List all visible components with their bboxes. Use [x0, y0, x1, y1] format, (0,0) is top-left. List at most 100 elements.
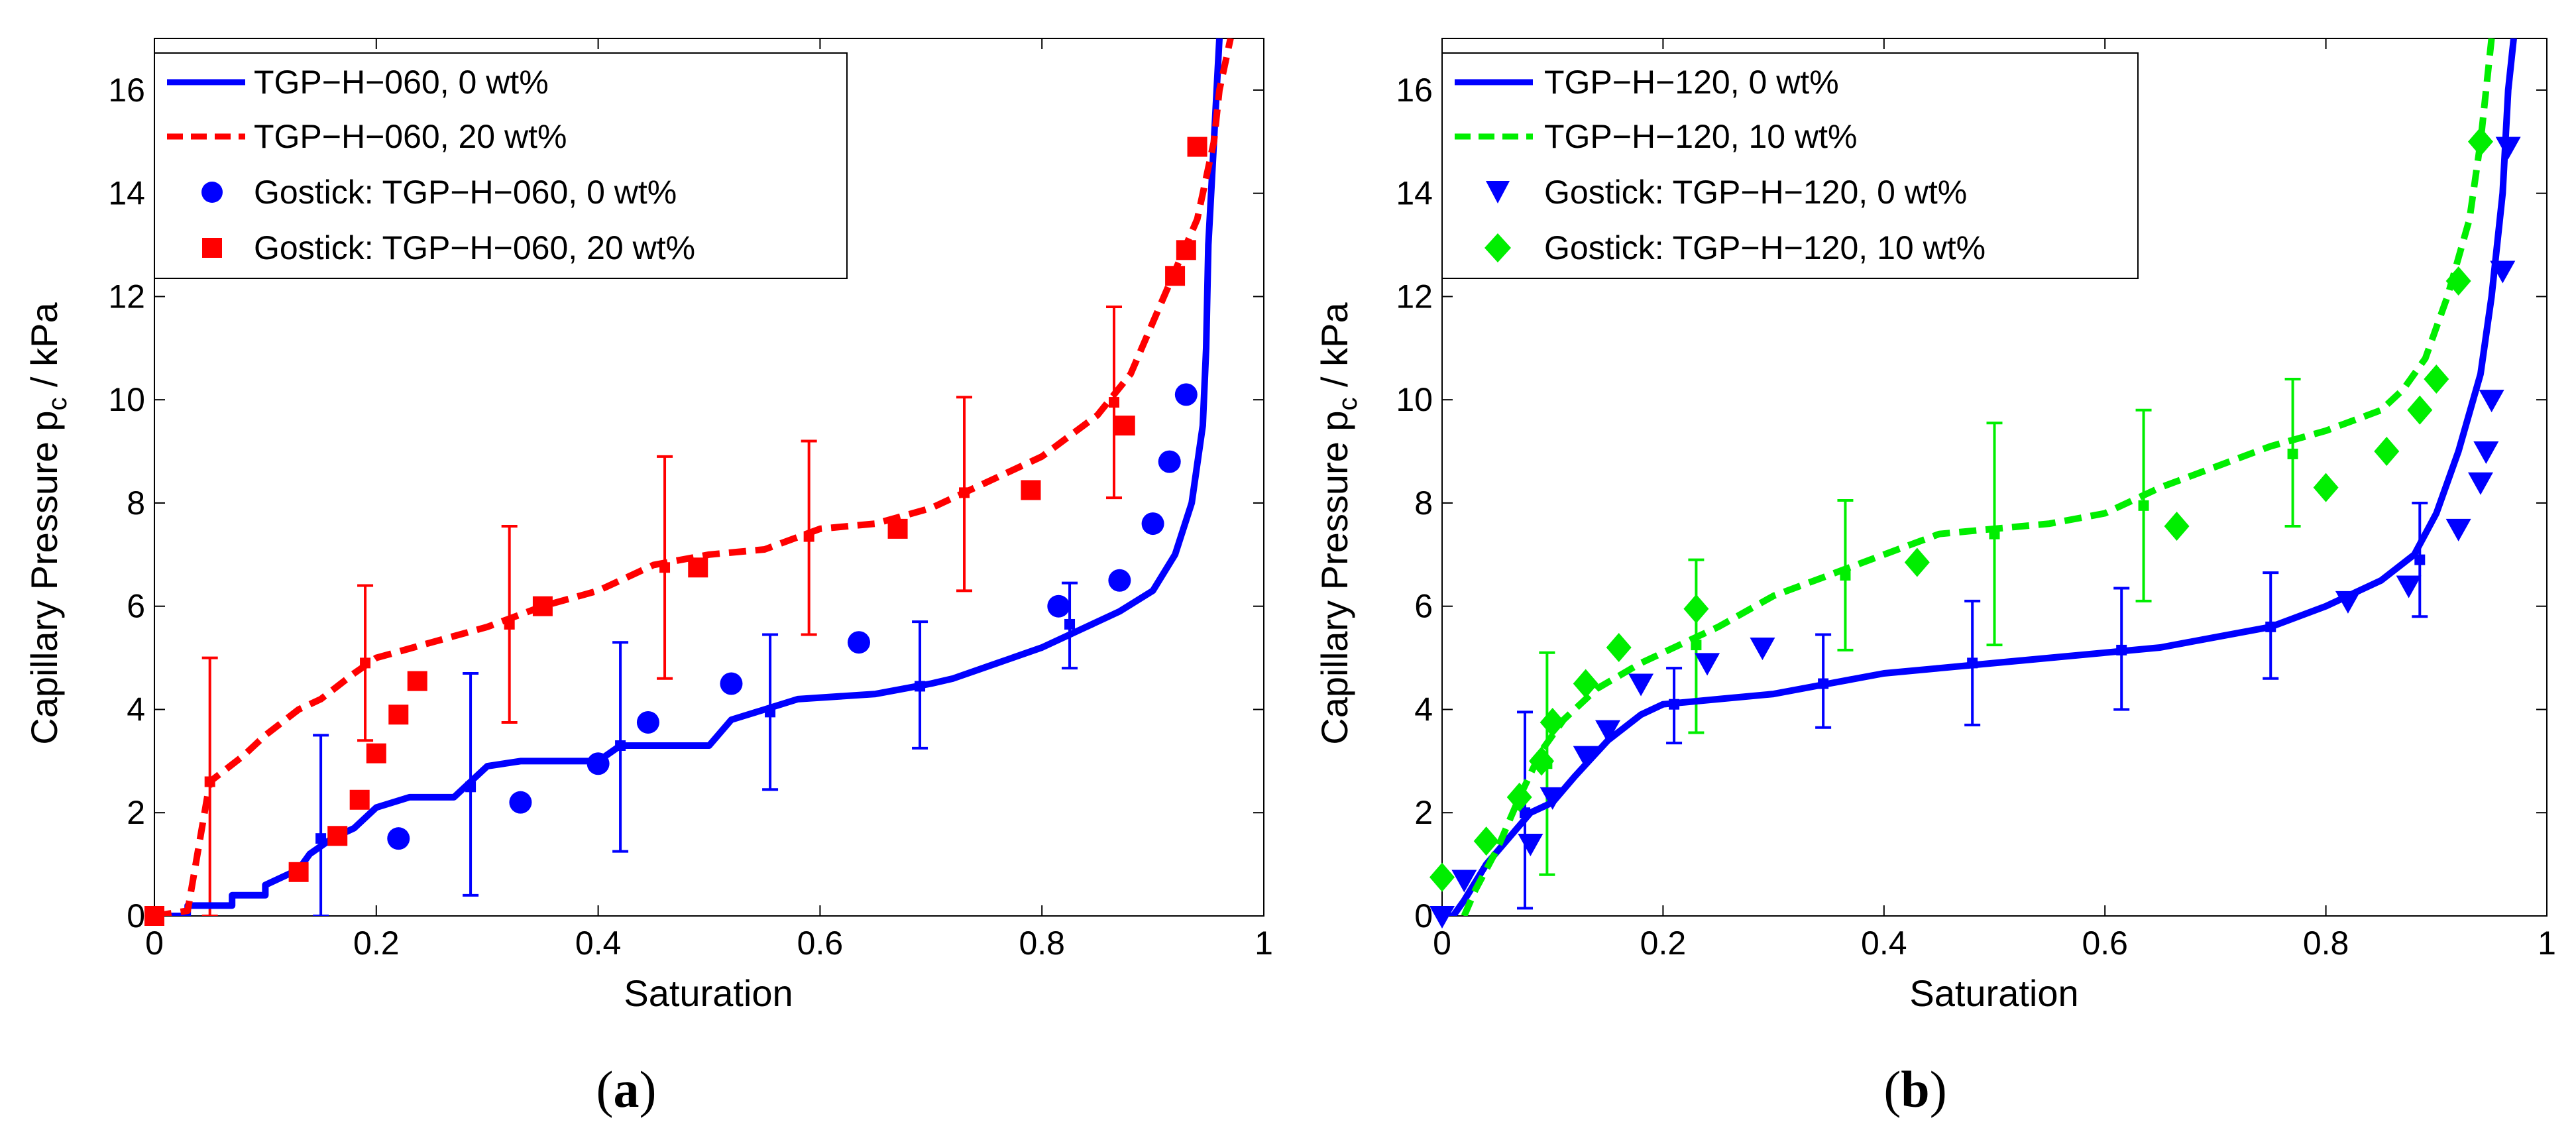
panel-b-data-point-diamond: [1529, 746, 1555, 776]
panel-b-data-point-triangle: [1518, 833, 1543, 856]
panel-b-caption-letter: b: [1901, 1060, 1929, 1118]
panel-b-data-point-diamond: [1683, 594, 1709, 624]
panel-b-data-point-triangle: [2467, 472, 2493, 495]
panel-b-data-point-diamond: [1606, 633, 1632, 663]
panel-b-x-tick-label: 0.6: [2082, 925, 2128, 962]
panel-b-y-axis-title-subscript: c: [1333, 397, 1363, 410]
panel-a-y-axis-title-unit: / kPa: [23, 302, 65, 386]
panel-a-data-point-circle: [1047, 594, 1070, 618]
panel-b-data-point-diamond: [1573, 669, 1598, 699]
panel-b-y-tick-label: 12: [1396, 278, 1433, 315]
panel-b-y-tick-label: 4: [1414, 691, 1433, 728]
panel-a-data-point-square: [688, 557, 708, 578]
panel-b-legend-box: [1441, 52, 2139, 279]
panel-b-data-point-triangle: [1540, 787, 1565, 810]
panel-a-data-point-square: [532, 596, 553, 616]
panel-b-data-point-triangle: [2490, 260, 2516, 284]
panel-b-error-bar-center: [2138, 500, 2149, 511]
panel-a-axes-box: [154, 38, 1264, 917]
panel-b-caption: (b): [1883, 1060, 1946, 1118]
panel-b-x-axis-title: Saturation: [1909, 972, 2078, 1014]
panel-b-data-point-diamond: [2313, 473, 2339, 502]
panel-a-y-axis-title-space: [23, 387, 65, 398]
panel-b-caption-close-paren: ): [1930, 1060, 1947, 1118]
panel-a-data-point-square: [887, 518, 908, 539]
panel-b-data-point-triangle: [2335, 591, 2361, 614]
panel-a-y-tick-label: 10: [108, 381, 145, 418]
panel-a-y-tick-label: 6: [127, 588, 145, 625]
panel-a-y-tick-label: 2: [127, 794, 145, 831]
panel-b-data-point-diamond: [1540, 707, 1565, 737]
panel-b-x-tick-label: 0.8: [2303, 925, 2349, 962]
panel-b-y-tick-label: 0: [1414, 897, 1433, 934]
panel-b-error-bar: [2135, 408, 2152, 602]
panel-b-error-bar-center: [2414, 554, 2426, 565]
panel-b-data-point-diamond: [2445, 266, 2471, 296]
panel-a-error-bar-center: [1109, 397, 1120, 408]
panel-a-dashed-series-line: [154, 38, 1234, 916]
panel-a-x-tick-label: 0.6: [797, 925, 844, 962]
panel-b-data-point-triangle: [2473, 441, 2499, 465]
panel-a-legend-label-3: Gostick: TGP−H−060, 0 wt%: [254, 174, 677, 211]
panel-a-data-point-circle: [1158, 450, 1181, 473]
panel-b-plot-area: [1429, 38, 2548, 929]
panel-a-x-tick-label: 1: [1255, 925, 1273, 962]
panel-a-legend-swatch-circle: [201, 182, 223, 203]
panel-a-legend-label-4: Gostick: TGP−H−060, 20 wt%: [254, 229, 695, 266]
panel-b-solid-series-line: [1442, 38, 2517, 916]
panel-a-plot-area: [144, 38, 1264, 926]
panel-b-dashed-series-line: [1461, 38, 2495, 916]
panel-b-legend-swatch-diamond: [1484, 233, 1511, 262]
panel-a-data-point-circle: [387, 827, 410, 850]
panel-a-data-point-square: [1115, 416, 1135, 436]
panel-b-y-axis-title-main: Capillary Pressure p: [1314, 410, 1355, 744]
panel-b-data-point-triangle: [1695, 653, 1720, 676]
panel-a-data-point-circle: [1141, 512, 1164, 536]
panel-a-error-bar: [1106, 305, 1123, 500]
panel-a-y-axis-title-main: Capillary Pressure p: [23, 410, 65, 744]
panel-a-data-point-circle: [720, 672, 743, 695]
panel-a-data-point-square: [388, 705, 409, 725]
panel-b-data-point-triangle: [2495, 137, 2521, 160]
panel-a-data-point-square: [349, 789, 370, 810]
panel-a-data-point-square: [144, 906, 164, 926]
panel-b-data-point-diamond: [2424, 365, 2449, 394]
panel-b-x-tick-label: 0: [1433, 925, 1451, 962]
panel-b-data-point-diamond: [1904, 547, 1930, 577]
panel-a-legend: TGP−H−060, 0 wt% TGP−H−060, 20 wt% Gosti…: [154, 52, 848, 279]
panel-b-data-point-diamond: [1473, 826, 1499, 856]
panel-a-data-point-square: [1165, 266, 1186, 286]
panel-a-data-point-circle: [1108, 569, 1131, 592]
panel-a-caption-letter: a: [614, 1060, 640, 1118]
panel-a-y-axis-title-subscript: c: [43, 397, 72, 410]
panel-b-x-tick-label: 0.2: [1640, 925, 1687, 962]
panel-b-y-tick-label: 10: [1396, 381, 1433, 418]
panel-b-data-point-triangle: [2479, 390, 2504, 413]
panel-a-caption-close-paren: ): [640, 1060, 657, 1118]
panel-b-data-point-triangle: [2396, 575, 2422, 598]
panel-b-data-point-triangle: [1573, 746, 1598, 769]
panel-b-y-tick-label: 6: [1414, 588, 1433, 625]
panel-b-data-point-diamond: [2407, 395, 2433, 425]
panel-b: Capillary Pressure pc / kPa 0 0.2 0.4 0.6 0.…: [1314, 38, 2556, 1118]
panel-a-data-point-square: [1176, 240, 1196, 260]
panel-b-data-point-triangle: [1750, 638, 1775, 661]
panel-a-data-point-square: [1021, 480, 1041, 500]
panel-a-data-point-circle: [636, 710, 659, 734]
panel-b-data-point-triangle: [2445, 518, 2471, 541]
panel-b-data-point-diamond: [2374, 437, 2400, 467]
panel-b-y-tick-label: 2: [1414, 794, 1433, 831]
panel-a-data-point-square: [288, 862, 309, 882]
panel-b-data-point-diamond: [1429, 862, 1455, 892]
panel-b-y-tick-labels: 0 2 4 6 8 10 12 14 16: [1396, 72, 1433, 934]
panel-b-legend-label-1: TGP−H−120, 0 wt%: [1544, 64, 1839, 101]
panel-b-error-bar: [2412, 501, 2428, 618]
panel-a-x-tick-labels: 0 0.2 0.4 0.6 0.8 1: [145, 925, 1273, 962]
panel-b-legend-label-4: Gostick: TGP−H−120, 10 wt%: [1544, 229, 1986, 266]
panel-a-y-tick-label: 12: [108, 278, 145, 315]
panel-a-x-axis-title: Saturation: [624, 972, 793, 1014]
panel-a-x-tick-label: 0.4: [575, 925, 622, 962]
panel-b-caption-open-paren: (: [1883, 1060, 1901, 1118]
panel-b-y-axis-title-space: [1314, 387, 1355, 398]
